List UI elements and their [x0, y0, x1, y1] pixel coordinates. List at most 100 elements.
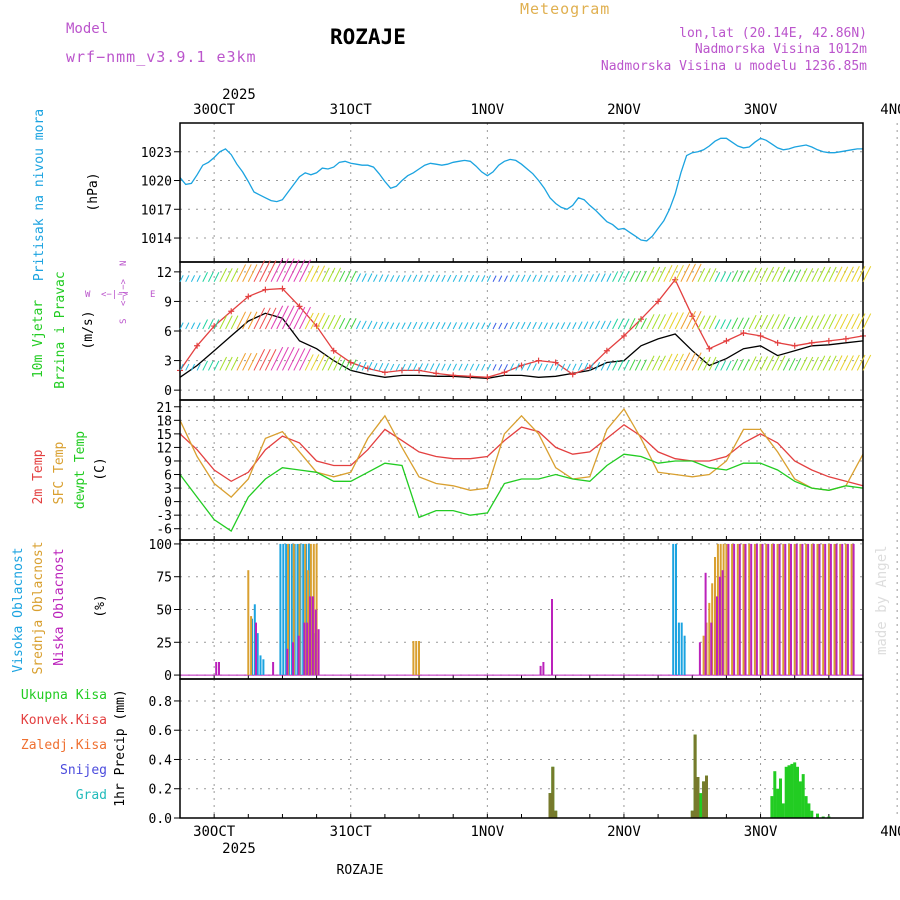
precipitation-bar: [554, 810, 558, 818]
wind-arrow: [344, 359, 351, 371]
wind-arrow: [367, 362, 373, 371]
wind-arrow: [230, 315, 239, 330]
wind-arrow: [327, 314, 336, 330]
wind-arrow: [583, 321, 589, 330]
wind-arrow: [566, 322, 571, 330]
gust-marker: [723, 337, 730, 344]
wind-arrow: [845, 266, 854, 282]
wind-ytick-label: 0: [164, 384, 172, 399]
clouds-bar: [311, 596, 314, 676]
wind-arrow: [202, 360, 208, 371]
wind-arrow: [395, 363, 400, 371]
wind-arrow: [429, 321, 435, 330]
wind-arrow: [384, 274, 389, 282]
wind-arrow: [856, 354, 866, 371]
wind-arrow: [287, 348, 300, 371]
precipitation-bar: [787, 765, 791, 818]
wind-arrow: [458, 322, 463, 330]
wind-arrow: [748, 314, 757, 330]
clouds-bar: [296, 543, 299, 675]
wind-arrow: [498, 322, 503, 330]
wind-arrow: [549, 322, 554, 330]
wind-arrow: [606, 362, 612, 371]
wind-arrow: [447, 274, 452, 282]
wind-arrow: [503, 364, 508, 371]
wind-arrow: [435, 274, 441, 282]
wind-arrow: [259, 307, 271, 330]
wind-arrow: [714, 271, 721, 282]
wind-arrow: [418, 363, 423, 371]
precipitation-bar: [693, 734, 697, 818]
wind-arrow: [270, 346, 284, 371]
clouds-bar: [303, 622, 306, 676]
wind-arrow: [612, 359, 619, 371]
gust-marker: [416, 367, 423, 374]
wind-arrow: [595, 320, 601, 330]
clouds-bar: [418, 641, 420, 676]
wind-arrow: [486, 275, 491, 282]
precipitation-ytick-label: 0.0: [149, 812, 172, 827]
wind-arrow: [629, 270, 636, 282]
gust-marker: [330, 347, 337, 354]
clouds-bar: [304, 543, 307, 675]
wind-arrow: [452, 274, 457, 282]
clouds-bar: [782, 543, 785, 675]
clouds-bar: [795, 543, 798, 675]
clouds-bar: [672, 543, 675, 675]
clouds-bar: [852, 543, 855, 675]
wind-arrow: [236, 264, 247, 282]
clouds-bar: [731, 543, 734, 675]
clouds-bar: [718, 576, 721, 675]
wind-arrow: [390, 322, 395, 330]
wind-arrow: [452, 322, 457, 330]
wind-arrow: [708, 356, 717, 371]
wind-arrow: [361, 362, 367, 371]
gust-marker: [603, 347, 610, 354]
precip-unit: 1hr Precip (mm): [113, 689, 128, 806]
gust-marker: [364, 365, 371, 372]
clouds-bar: [846, 543, 849, 675]
wind-arrow: [606, 273, 612, 282]
precipitation-bar: [796, 766, 799, 818]
wind-arrow: [577, 321, 583, 330]
wind-arrow: [355, 273, 361, 282]
wind-arrow: [845, 313, 854, 330]
wind-ytick-label: 12: [156, 266, 172, 281]
wind-arrow: [720, 319, 726, 330]
wind-arrow: [526, 274, 532, 282]
wind-arrow: [179, 275, 184, 282]
wind-arrow: [572, 363, 577, 371]
wind-arrow: [646, 355, 655, 371]
wind-arrow: [384, 321, 389, 330]
wind-arrow: [247, 352, 258, 371]
wind-arrow: [526, 363, 532, 371]
wind-arrow: [424, 321, 429, 330]
wind-arrow: [185, 322, 190, 330]
wind-arrow: [464, 363, 469, 371]
wind-arrow: [651, 314, 661, 330]
wind-arrow: [441, 322, 446, 330]
wind-arrow: [401, 363, 406, 371]
wind-arrow: [754, 314, 763, 330]
wind-arrow: [333, 267, 342, 282]
wind-arrow: [589, 362, 594, 371]
clouds-bar: [801, 543, 804, 675]
wind-arrow: [725, 271, 732, 282]
clouds-bar: [255, 622, 257, 676]
gust-marker: [825, 337, 832, 344]
precipitation-bar: [804, 796, 808, 818]
wind-arrow: [714, 319, 721, 330]
wind-arrow: [310, 312, 320, 330]
pressure-side-labels: Pritisak na nivou mora (hPa): [32, 109, 101, 281]
wind-arrow: [566, 363, 571, 371]
clouds-bar: [765, 543, 768, 675]
wind-arrow: [765, 266, 775, 282]
wind-arrow: [731, 358, 739, 371]
wind-arrow: [674, 312, 684, 330]
clouds-bar: [778, 543, 781, 675]
wind-arrow: [344, 318, 351, 330]
wind-arrow: [811, 268, 819, 282]
wind-arrow: [669, 312, 679, 330]
wind-arrow: [321, 356, 330, 371]
wind-arrow: [674, 353, 684, 371]
